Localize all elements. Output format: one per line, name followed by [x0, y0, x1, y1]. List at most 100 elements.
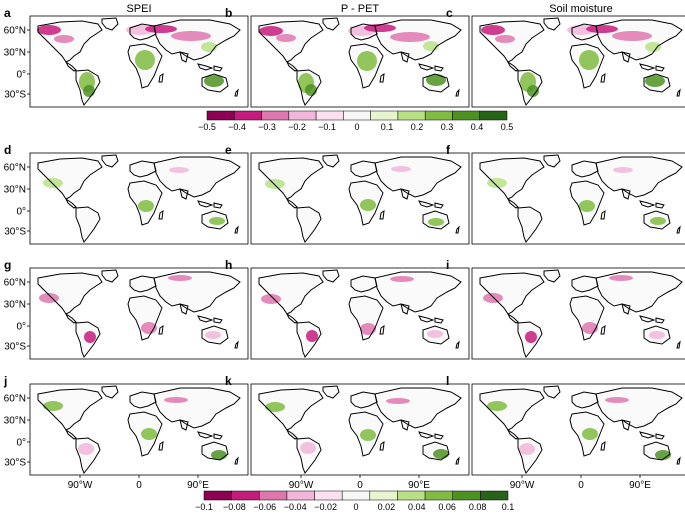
lon-label: 90°W: [289, 480, 314, 491]
anomaly-patch: [582, 428, 598, 440]
lon-label: 0: [357, 480, 363, 491]
lon-label: 90°W: [68, 480, 93, 491]
anomaly-patch: [426, 74, 446, 86]
lat-label: 30°S: [4, 342, 26, 353]
colorbar-swatch: [203, 490, 232, 501]
colorbar-tick: −0.04: [284, 502, 307, 512]
panel-letter: e: [225, 143, 232, 157]
lat-label: 0°: [16, 438, 26, 449]
anomaly-patch: [265, 402, 285, 412]
anomaly-patch: [360, 323, 376, 335]
anomaly-patch: [169, 167, 189, 173]
anomaly-patch: [613, 167, 633, 173]
map-panel-k: k 90°W 0 90°E: [225, 374, 470, 491]
column-title: SPEI: [126, 3, 151, 15]
lat-label: 30°S: [4, 458, 26, 469]
colorbar-tick: −0.1: [195, 502, 213, 512]
anomaly-patch: [259, 26, 283, 36]
panel-letter: j: [3, 374, 7, 388]
map-panels: a SPEI 60°N 30°N 0° 30°S b P - PET c Soil moistur…: [3, 3, 685, 491]
colorbar-swatch: [397, 110, 426, 121]
map-panel-e: e: [225, 143, 470, 245]
colorbar-swatch: [452, 110, 480, 121]
column-title: Soil moisture: [549, 3, 613, 15]
anomaly-patch: [481, 25, 505, 35]
lat-label: 60°N: [4, 163, 26, 174]
colorbar-tick: −0.2: [288, 122, 306, 132]
colorbar-swatch: [341, 490, 371, 501]
colorbar-swatch: [315, 110, 344, 121]
anomaly-patch: [43, 401, 63, 411]
map-frame: [250, 15, 470, 108]
colorbar-swatch: [343, 110, 371, 121]
panel-letter: c: [446, 6, 453, 20]
anomaly-patch: [360, 429, 376, 441]
anomaly-patch: [141, 428, 157, 440]
colorbar-tick: 0.3: [441, 122, 454, 132]
colorbar-swatch: [424, 110, 453, 121]
lon-label: 0: [578, 480, 584, 491]
map-panel-f: f: [446, 143, 685, 245]
anomaly-patch: [209, 217, 225, 225]
anomaly-patch: [645, 42, 661, 52]
anomaly-patch: [168, 275, 192, 281]
colorbar-tick: 0.1: [381, 122, 394, 132]
map-panel-i: i: [446, 258, 685, 360]
anomaly-patch: [357, 51, 377, 71]
anomaly-patch: [427, 330, 443, 338]
colorbar-tick: 0.02: [378, 502, 396, 512]
lat-label: 30°N: [4, 416, 26, 427]
colorbar-tick: 0.06: [438, 502, 456, 512]
lon-label: 90°E: [629, 480, 651, 491]
lat-label: 0°: [16, 70, 26, 81]
anomaly-patch: [305, 84, 317, 96]
lon-label: 0: [136, 480, 142, 491]
map-frame: [471, 152, 685, 245]
anomaly-patch: [428, 218, 444, 226]
lat-label: 60°N: [4, 26, 26, 37]
anomaly-patch: [37, 25, 61, 35]
panel-letter: a: [4, 6, 11, 20]
map-frame: [250, 152, 470, 245]
colorbar-swatch: [397, 490, 426, 501]
colorbar-tick: −0.4: [228, 122, 246, 132]
map-panel-a: a SPEI 60°N 30°N 0° 30°S: [4, 3, 249, 108]
map-panel-d: d 60°N 30°N 0° 30°S: [4, 143, 249, 245]
lon-label: 90°W: [510, 480, 535, 491]
map-panel-c: c Soil moisture: [446, 3, 685, 108]
anomaly-patch: [390, 276, 414, 282]
anomaly-patch: [265, 179, 285, 189]
anomaly-patch: [579, 200, 595, 212]
anomaly-patch: [525, 331, 537, 343]
anomaly-patch: [495, 35, 515, 43]
anomaly-patch: [386, 398, 410, 404]
lat-label: 30°N: [4, 300, 26, 311]
panel-letter: g: [4, 258, 11, 272]
anomaly-patch: [84, 331, 96, 343]
colorbar-tick: 0: [353, 502, 358, 512]
colorbar-tick: −0.3: [258, 122, 276, 132]
colorbar-tick: 0.2: [411, 122, 424, 132]
colorbar-tick: 0.04: [408, 502, 426, 512]
colorbar-swatch: [259, 490, 288, 501]
anomaly-patch: [78, 443, 94, 455]
colorbar-swatch: [231, 490, 260, 501]
map-frame: [29, 152, 249, 245]
anomaly-patch: [300, 442, 316, 454]
map-panel-b: b P - PET: [225, 3, 470, 108]
panel-letter: k: [225, 374, 232, 388]
colorbar-swatch: [370, 110, 399, 121]
anomaly-patch: [527, 85, 539, 97]
anomaly-patch: [145, 25, 177, 33]
anomaly-patch: [43, 178, 63, 188]
anomaly-patch: [306, 330, 318, 342]
colorbar-bottom: −0.1 −0.08 −0.06 −0.04 −0.02 0 0.02 0.04 0.06 0.0…: [195, 490, 514, 512]
anomaly-patch: [360, 199, 376, 211]
anomaly-patch: [276, 34, 296, 42]
lat-label: 0°: [16, 322, 26, 333]
anomaly-patch: [586, 25, 618, 33]
colorbar-tick: 0.4: [471, 122, 484, 132]
colorbar-tick: 0.08: [469, 502, 487, 512]
colorbar-swatch: [369, 490, 398, 501]
